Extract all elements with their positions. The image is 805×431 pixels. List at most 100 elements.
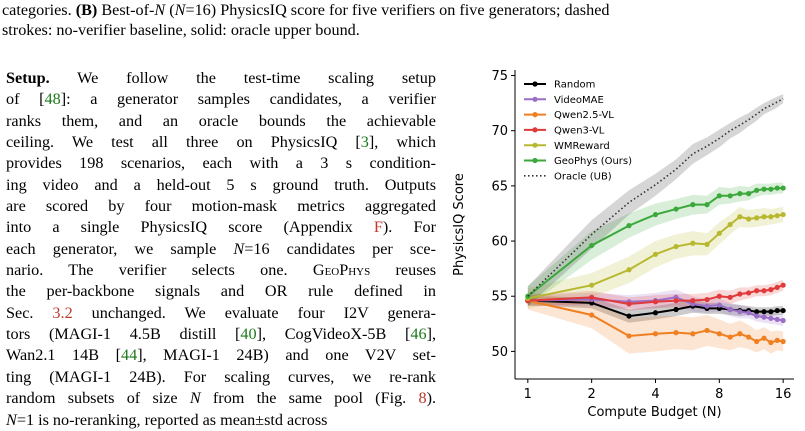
data-point — [768, 214, 774, 220]
data-point — [716, 302, 722, 308]
y-tick-label: 65 — [491, 179, 508, 194]
data-point — [727, 294, 733, 300]
citation-link[interactable]: 48 — [44, 90, 61, 109]
body-text: reuses — [370, 261, 436, 280]
section-link[interactable]: 3.2 — [52, 303, 73, 322]
data-point — [768, 186, 774, 192]
data-point — [727, 334, 733, 340]
band-2 — [527, 291, 784, 354]
x-tick-label: 2 — [588, 387, 596, 402]
data-point — [716, 230, 722, 236]
legend-label: Random — [554, 80, 595, 91]
body-text: nario. The verifier selects one. — [6, 261, 288, 280]
data-point — [746, 310, 752, 316]
data-point — [780, 282, 786, 288]
legend-marker — [532, 157, 538, 164]
math-var: N — [233, 239, 245, 258]
body-text: ]: a generator samples candidates, a ver… — [60, 90, 437, 109]
series-line-2 — [527, 299, 784, 344]
body-text: from the same pool (Fig. — [200, 389, 419, 408]
math-var: N — [189, 389, 201, 408]
data-point — [768, 315, 774, 321]
x-tick-label: 1 — [524, 387, 532, 402]
data-point — [761, 214, 767, 220]
body-line: are scored by four motion-mask metrics a… — [6, 197, 436, 216]
y-tick-label: 50 — [491, 345, 508, 360]
citation-link[interactable]: 3 — [360, 133, 369, 152]
data-point — [780, 307, 786, 314]
data-point — [716, 293, 722, 299]
data-point — [754, 313, 760, 319]
data-point — [716, 193, 722, 199]
series-line-1 — [527, 296, 784, 322]
series-line-0 — [527, 299, 784, 318]
method-name: GeoPhys — [312, 261, 371, 280]
data-point — [754, 288, 760, 294]
x-tick-label: 8 — [715, 387, 723, 402]
legend-label: WMReward — [554, 141, 610, 152]
body-text: =1 is no-reranking, reported as mean±std… — [16, 410, 328, 429]
data-point — [746, 290, 752, 296]
math-var: N — [6, 410, 17, 429]
legend-label: Qwen2.5-VL — [554, 110, 614, 121]
appendix-link[interactable]: F — [373, 218, 383, 237]
body-text: ], which — [368, 133, 436, 152]
body-line: each generator, we sample N=16 candidate… — [6, 239, 436, 260]
body-line: into a single PhysicsIQ score (Appendix … — [6, 217, 436, 238]
data-point — [774, 185, 780, 191]
data-point — [780, 185, 786, 191]
data-point — [761, 288, 767, 294]
body-text: ], CogVideoX-5B [ — [256, 325, 411, 344]
data-point — [704, 202, 710, 208]
data-point — [716, 331, 722, 337]
citation-link[interactable]: 46 — [410, 325, 427, 344]
body-line: the per-backbone signals and OR rule def… — [6, 282, 436, 301]
figure-link[interactable]: 8 — [418, 389, 427, 408]
body-line: N=1 is no-reranking, reported as mean±st… — [6, 410, 436, 431]
series-lines — [525, 97, 786, 346]
data-point — [626, 223, 632, 229]
data-point — [704, 327, 710, 334]
body-text: each generator, we sample — [6, 239, 234, 258]
chart-legend: Random VideoMAE Qwen2.5-VL Qwen3-VL WMReward… — [524, 80, 632, 182]
data-point — [626, 301, 632, 307]
legend-marker — [532, 127, 538, 133]
data-point — [673, 298, 679, 304]
data-point — [690, 298, 696, 304]
data-point — [626, 313, 632, 319]
legend-label: Oracle (UB) — [554, 171, 612, 182]
x-axis-label: Compute Budget (N) — [587, 405, 721, 420]
data-point — [774, 284, 780, 291]
band-5 — [527, 182, 784, 307]
body-line: tors (MAGI-1 4.5B distill [40], CogVideo… — [6, 324, 436, 345]
data-point — [673, 330, 679, 336]
data-point — [589, 294, 595, 300]
legend-label: GeoPhys (Ours) — [554, 156, 632, 167]
body-line: Setup. We follow the test-time scaling s… — [6, 68, 436, 89]
legend-marker — [532, 96, 538, 102]
series-line-5 — [527, 187, 784, 298]
legend-marker — [532, 81, 538, 87]
body-text: ], MAGI-1 24B) and one V2V set- — [137, 346, 437, 365]
y-tick-label: 60 — [491, 235, 508, 250]
data-point — [780, 338, 786, 345]
data-point — [652, 211, 659, 218]
body-line: ranks them, and an oracle bounds the ach… — [6, 111, 436, 130]
caption-text: ( — [165, 1, 175, 19]
band-6 — [527, 94, 784, 307]
data-point — [754, 187, 760, 193]
data-point — [768, 339, 774, 346]
x-tick-label: 16 — [775, 387, 792, 402]
body-text: =16 candidates per sce- — [244, 239, 436, 258]
body-line: random subsets of size N from the same p… — [6, 388, 436, 409]
body-text: of [ — [6, 90, 45, 109]
section-heading: Setup. — [6, 69, 50, 87]
body-line: ing video and a held-out 5 s ground trut… — [6, 175, 436, 194]
body-text: unchanged. We evaluate four I2V genera- — [72, 303, 436, 322]
caption-text: Best-of- — [97, 1, 155, 19]
legend-label: Qwen3-VL — [554, 126, 605, 137]
citation-link[interactable]: 44 — [121, 346, 138, 365]
citation-link[interactable]: 40 — [240, 325, 257, 344]
data-point — [652, 331, 659, 337]
caption-line-1: categories. (B) Best-of-N (N=16) Physics… — [2, 0, 802, 20]
